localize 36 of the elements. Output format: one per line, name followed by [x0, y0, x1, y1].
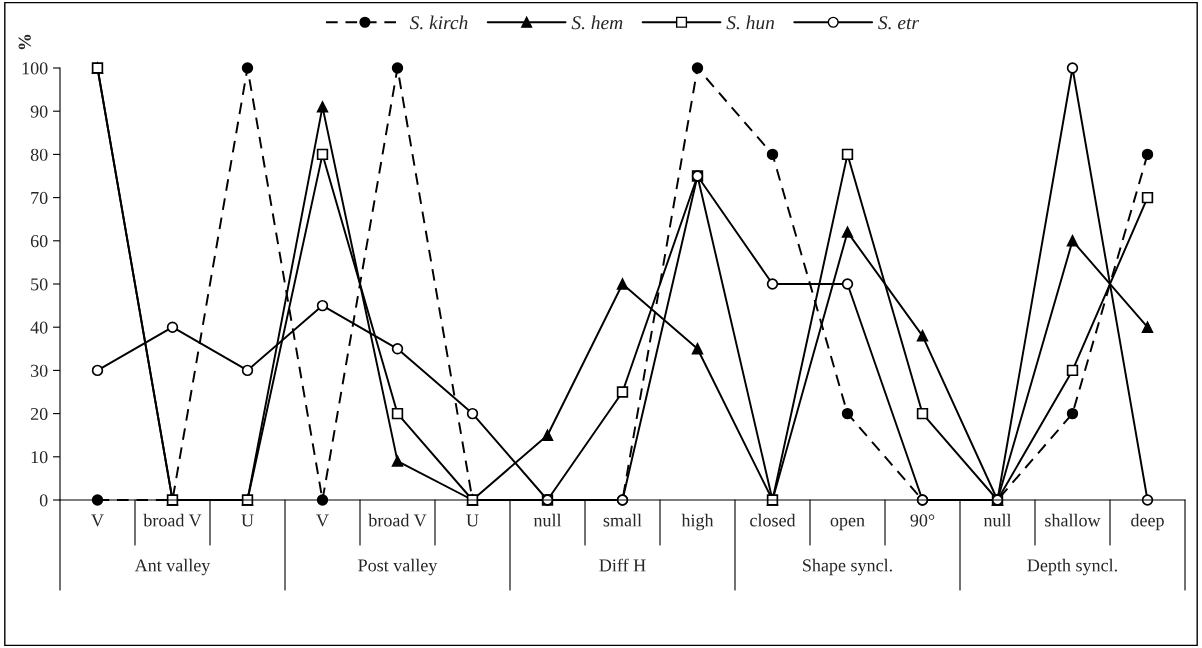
x-tick-label: U: [241, 514, 254, 527]
x-tick-label: U: [466, 514, 479, 527]
y-tick-label: 0: [39, 494, 48, 507]
x-tick-label: shallow: [1045, 513, 1101, 527]
x-tick-label: open: [830, 517, 865, 531]
x-tick-label: closed: [750, 513, 796, 527]
x-tick-label: V: [91, 514, 104, 527]
y-tick-label: 80: [30, 148, 48, 161]
text: Post valley: [358, 558, 438, 576]
y-tick-label: 40: [30, 321, 48, 334]
y-axis-title: %: [18, 34, 31, 50]
legend-label: S. etr: [878, 16, 920, 30]
x-tick-label: broad V: [143, 513, 202, 527]
y-tick-label: 60: [30, 235, 48, 248]
x-tick-label: small: [603, 513, 642, 527]
x-tick-label: broad V: [368, 513, 427, 527]
legend-label: S. hem: [571, 15, 623, 30]
x-tick-label: deep: [1131, 513, 1164, 531]
y-tick-label: 10: [31, 451, 48, 464]
y-tick-label: 90: [30, 105, 48, 118]
y-tick-label: 100: [22, 62, 48, 75]
text: Diff H: [599, 558, 646, 572]
x-tick-label: null: [533, 513, 562, 527]
y-tick-label: 70: [31, 191, 48, 205]
text: Depth syncl.: [1027, 558, 1117, 576]
text: Ant valley: [134, 558, 211, 576]
x-tick-label: high: [681, 513, 714, 531]
y-tick-label: 30: [31, 364, 48, 377]
legend-label: S. kirch: [409, 15, 468, 30]
x-tick-label: 90°: [910, 514, 935, 527]
y-tick-label: 50: [31, 278, 48, 291]
text: Shape syncl.: [803, 558, 892, 576]
x-tick-label: null: [983, 513, 1012, 527]
y-tick-label: 20: [30, 407, 48, 421]
legend-label: S. hun: [726, 15, 775, 30]
x-tick-label: V: [316, 514, 329, 527]
